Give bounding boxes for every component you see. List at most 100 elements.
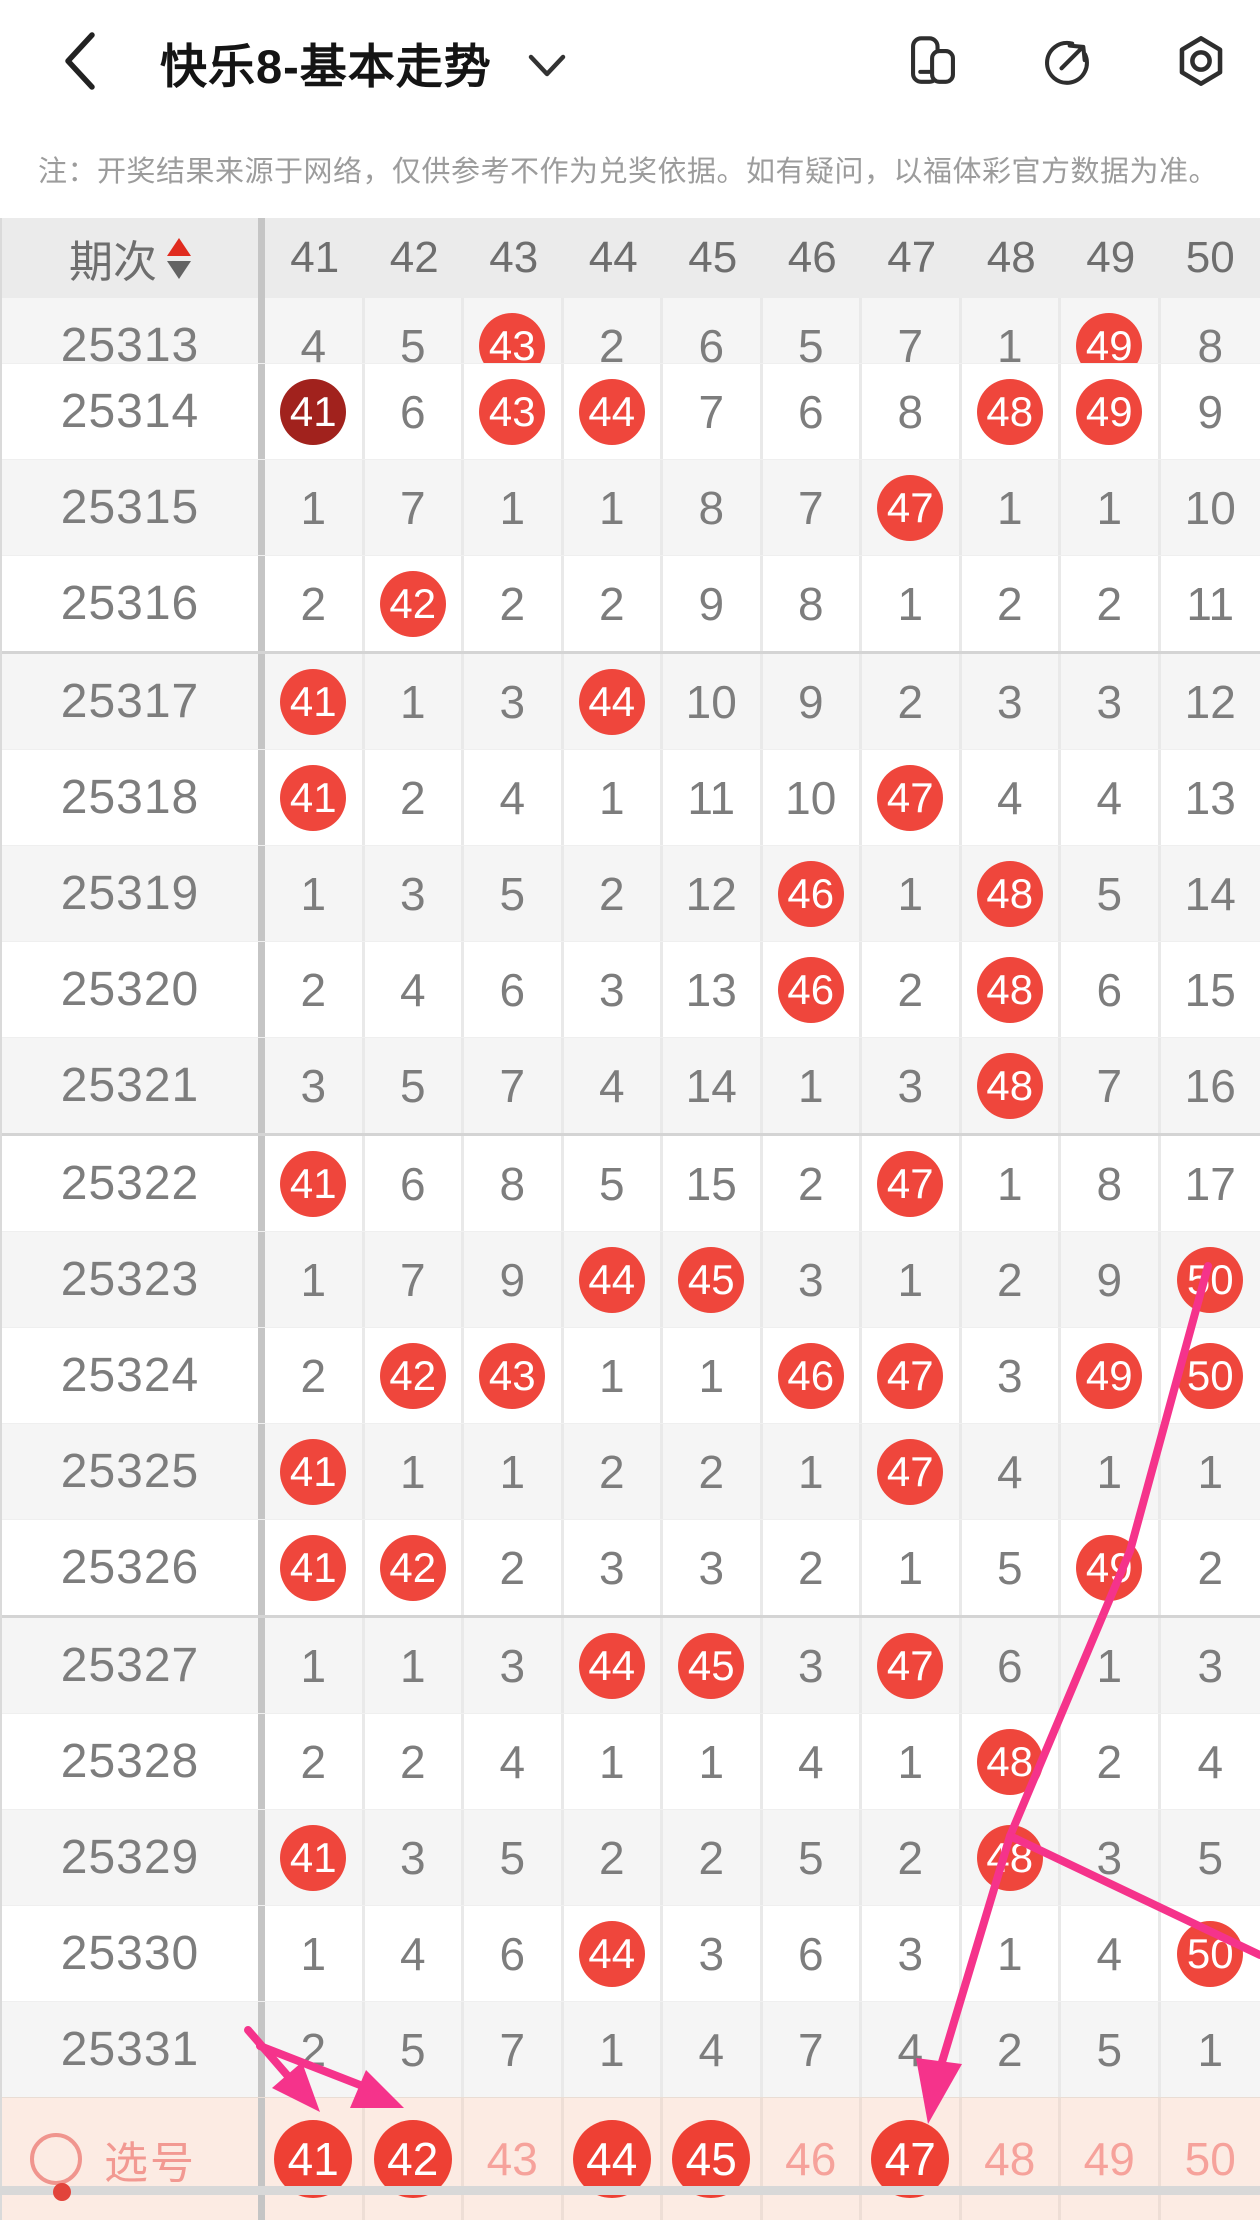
trend-cell-44: 1 <box>564 750 664 845</box>
bottom-divider-band <box>0 2186 1260 2195</box>
trend-cell-41: 2 <box>265 1328 365 1423</box>
trend-cell-41: 4 <box>265 298 365 363</box>
trend-cell-45: 9 <box>663 556 763 651</box>
red-ball: 48 <box>977 957 1043 1023</box>
select-number-47[interactable]: 47 <box>862 2098 962 2220</box>
dark-red-ball: 41 <box>280 379 346 445</box>
title-dropdown[interactable]: 快乐8-基本走势 <box>160 24 568 100</box>
select-number-45[interactable]: 45 <box>663 2098 763 2220</box>
period-cell: 25323 <box>2 1232 258 1327</box>
trend-cell-49: 49 <box>1061 364 1161 459</box>
trend-cell-46: 7 <box>763 460 863 555</box>
trend-cell-45: 14 <box>663 1038 763 1133</box>
trend-cell-42: 1 <box>365 654 465 749</box>
trend-cell-49: 4 <box>1061 750 1161 845</box>
trend-cell-48: 1 <box>962 1136 1062 1231</box>
select-number-42[interactable]: 42 <box>365 2098 465 2220</box>
trend-cell-47: 47 <box>862 1618 962 1713</box>
trend-cell-46: 6 <box>763 364 863 459</box>
period-cell: 25314 <box>2 364 258 459</box>
sort-icon[interactable] <box>167 238 191 279</box>
trend-cell-46: 1 <box>763 1424 863 1519</box>
select-number-41[interactable]: 41 <box>265 2098 365 2220</box>
trend-cell-44: 2 <box>564 556 664 651</box>
trend-cell-47: 2 <box>862 654 962 749</box>
select-number-49[interactable]: 49 <box>1061 2098 1161 2220</box>
select-number-44[interactable]: 44 <box>564 2098 664 2220</box>
period-cell: 25326 <box>2 1520 258 1615</box>
back-button[interactable] <box>58 30 102 92</box>
trend-cell-42: 5 <box>365 2002 465 2097</box>
select-number-50[interactable]: 50 <box>1161 2098 1260 2220</box>
trend-cell-50: 11 <box>1161 556 1260 651</box>
period-column-header[interactable]: 期次 <box>2 218 258 298</box>
trend-cell-45: 1 <box>663 1328 763 1423</box>
red-ball: 47 <box>877 1633 943 1699</box>
trend-cell-44: 1 <box>564 460 664 555</box>
column-divider <box>258 364 265 459</box>
trend-cell-43: 2 <box>464 556 564 651</box>
trend-cell-44: 2 <box>564 1424 664 1519</box>
red-ball: 44 <box>579 1921 645 1987</box>
select-number-46[interactable]: 46 <box>763 2098 863 2220</box>
share-icon[interactable] <box>1038 32 1096 90</box>
column-divider <box>258 1906 265 2001</box>
column-divider <box>258 750 265 845</box>
trend-cell-49: 5 <box>1061 846 1161 941</box>
select-number-43[interactable]: 43 <box>464 2098 564 2220</box>
trend-cell-50: 12 <box>1161 654 1260 749</box>
trend-cell-48: 1 <box>962 1906 1062 2001</box>
top-bar-actions <box>904 32 1230 90</box>
red-ball: 48 <box>977 379 1043 445</box>
trend-cell-48: 48 <box>962 846 1062 941</box>
trend-cell-46: 1 <box>763 1038 863 1133</box>
trend-cell-46: 6 <box>763 1906 863 2001</box>
red-ball: 46 <box>778 957 844 1023</box>
red-ball: 50 <box>1177 1921 1243 1987</box>
red-ball: 43 <box>479 379 545 445</box>
period-cell: 25321 <box>2 1038 258 1133</box>
column-header-49: 49 <box>1061 218 1161 298</box>
red-ball: 47 <box>877 765 943 831</box>
floating-window-icon[interactable] <box>904 32 962 90</box>
settings-icon[interactable] <box>1172 32 1230 90</box>
red-ball: 44 <box>579 1633 645 1699</box>
column-divider <box>258 1038 265 1133</box>
red-ball: 41 <box>280 1825 346 1891</box>
trend-cell-49: 8 <box>1061 1136 1161 1231</box>
column-header-41: 41 <box>265 218 365 298</box>
trend-cell-43: 3 <box>464 1618 564 1713</box>
period-cell: 25322 <box>2 1136 258 1231</box>
trend-cell-43: 3 <box>464 654 564 749</box>
red-ball: 49 <box>1076 313 1142 364</box>
column-divider <box>258 1714 265 1809</box>
column-divider <box>258 942 265 1037</box>
select-number-48[interactable]: 48 <box>962 2098 1062 2220</box>
trend-cell-50: 50 <box>1161 1328 1260 1423</box>
trend-cell-47: 3 <box>862 1906 962 2001</box>
trend-cell-44: 44 <box>564 1618 664 1713</box>
selection-checkbox[interactable] <box>30 2133 82 2185</box>
trend-cell-50: 13 <box>1161 750 1260 845</box>
trend-cell-46: 46 <box>763 1328 863 1423</box>
period-cell: 25328 <box>2 1714 258 1809</box>
trend-cell-43: 1 <box>464 460 564 555</box>
trend-cell-49: 2 <box>1061 1714 1161 1809</box>
trend-cell-42: 1 <box>365 1618 465 1713</box>
trend-cell-43: 1 <box>464 1424 564 1519</box>
column-divider <box>258 556 265 651</box>
sort-down-triangle <box>167 261 191 279</box>
trend-cell-46: 9 <box>763 654 863 749</box>
trend-cell-43: 7 <box>464 1038 564 1133</box>
trend-cell-48: 3 <box>962 654 1062 749</box>
trend-cell-48: 4 <box>962 750 1062 845</box>
top-navigation-bar: 快乐8-基本走势 <box>0 0 1260 120</box>
red-ball: 42 <box>380 1343 446 1409</box>
red-ball: 48 <box>977 1053 1043 1119</box>
